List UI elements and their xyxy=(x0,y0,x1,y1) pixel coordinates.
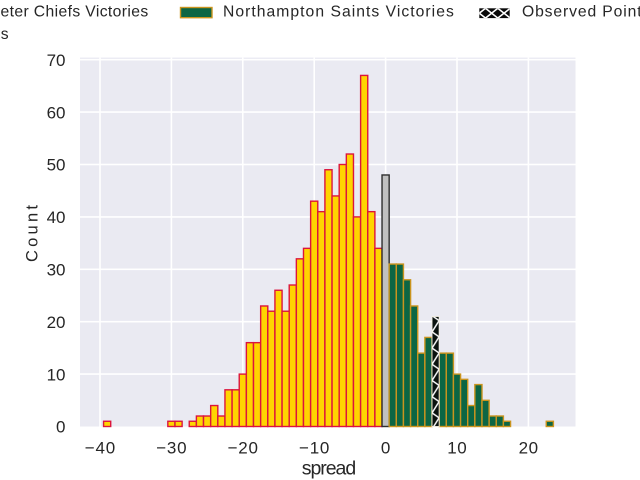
svg-text:20: 20 xyxy=(519,438,539,457)
svg-text:50: 50 xyxy=(47,156,66,175)
svg-text:−40: −40 xyxy=(85,438,115,457)
svg-text:10: 10 xyxy=(447,438,467,457)
svg-text:Northampton Saints Victories: Northampton Saints Victories xyxy=(223,4,454,21)
svg-text:40: 40 xyxy=(47,208,66,227)
svg-text:spread: spread xyxy=(302,458,356,480)
svg-text:s: s xyxy=(1,26,9,43)
svg-text:Observed Point Spread: Observed Point Spread xyxy=(522,4,640,21)
svg-text:30: 30 xyxy=(47,261,66,280)
svg-text:−10: −10 xyxy=(299,438,329,457)
svg-text:0: 0 xyxy=(56,418,65,437)
svg-text:−20: −20 xyxy=(228,438,258,457)
svg-text:0: 0 xyxy=(381,438,390,457)
svg-text:Count: Count xyxy=(24,205,42,262)
svg-text:eter Chiefs Victories: eter Chiefs Victories xyxy=(1,4,149,21)
svg-text:20: 20 xyxy=(47,313,66,332)
svg-text:−30: −30 xyxy=(156,438,186,457)
svg-text:10: 10 xyxy=(47,365,66,384)
svg-text:60: 60 xyxy=(47,103,66,122)
svg-text:70: 70 xyxy=(47,51,66,70)
